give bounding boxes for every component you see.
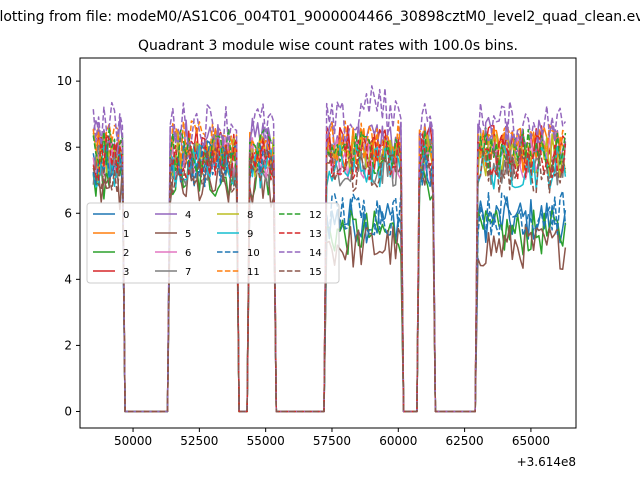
y-tick-label: 4 — [64, 272, 72, 286]
series-line-9 — [92, 144, 567, 413]
x-tick-label: 50000 — [114, 434, 152, 448]
legend-label-0: 0 — [123, 210, 129, 221]
legend-label-6: 6 — [185, 248, 191, 259]
legend-label-5: 5 — [185, 229, 191, 240]
y-tick-label: 6 — [64, 206, 72, 220]
y-tick-label: 8 — [64, 140, 72, 154]
legend-label-7: 7 — [185, 267, 191, 278]
legend-label-4: 4 — [185, 210, 191, 221]
x-tick-label: 55000 — [247, 434, 285, 448]
series-line-15 — [92, 147, 567, 413]
x-axis: 50000 52500 55000 57500 60000 62500 65000 — [114, 428, 550, 448]
y-tick-label: 10 — [57, 74, 72, 88]
x-tick-label: 65000 — [512, 434, 550, 448]
x-offset-label: +3.614e8 — [517, 455, 576, 469]
legend-label-12: 12 — [309, 210, 322, 221]
plot-frame — [79, 57, 577, 429]
legend-box — [86, 202, 340, 284]
series-line-4 — [92, 116, 567, 413]
x-tick-label: 57500 — [313, 434, 351, 448]
series-line-12 — [92, 126, 567, 413]
y-tick-label: 0 — [64, 404, 72, 418]
x-tick-label: 60000 — [379, 434, 417, 448]
y-tick-label: 2 — [64, 338, 72, 352]
legend-label-10: 10 — [247, 248, 260, 259]
x-tick-label: 52500 — [180, 434, 218, 448]
figure-suptitle: Plotting from file: modeM0/AS1C06_004T01… — [0, 9, 640, 25]
series-line-14 — [92, 85, 567, 413]
chart-title: Quadrant 3 module wise count rates with … — [138, 38, 518, 54]
legend-label-9: 9 — [247, 229, 253, 240]
legend-label-14: 14 — [309, 248, 322, 259]
legend-label-11: 11 — [247, 267, 260, 278]
legend-label-2: 2 — [123, 248, 129, 259]
legend-label-3: 3 — [123, 267, 129, 278]
legend-label-8: 8 — [247, 210, 253, 221]
legend-label-1: 1 — [123, 229, 129, 240]
legend-label-15: 15 — [309, 267, 322, 278]
y-axis: 0 2 4 6 8 10 — [57, 74, 80, 418]
x-tick-label: 62500 — [446, 434, 484, 448]
series-line-13 — [92, 133, 567, 413]
legend-label-13: 13 — [309, 229, 322, 240]
